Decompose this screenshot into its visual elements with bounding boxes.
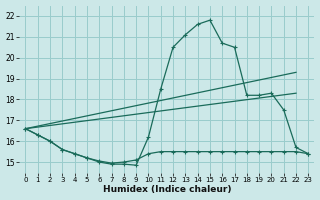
X-axis label: Humidex (Indice chaleur): Humidex (Indice chaleur) — [103, 185, 231, 194]
